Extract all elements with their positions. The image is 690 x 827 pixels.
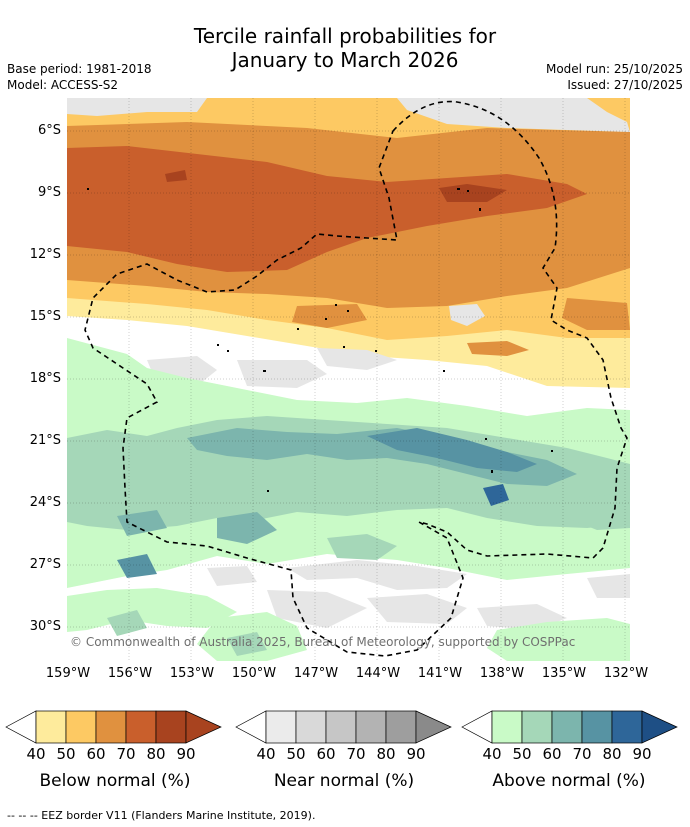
colorbar-tick: 60 (86, 745, 106, 763)
lon-label: 147°W (293, 666, 339, 681)
colorbar-swatch (265, 710, 297, 744)
islands (87, 188, 553, 492)
lat-label: 27°S (29, 557, 61, 572)
lat-label: 24°S (29, 495, 61, 510)
colorbar-above-normal (461, 710, 678, 744)
lon-label: 135°W (541, 666, 587, 681)
colorbar-tick: 70 (116, 745, 136, 763)
probability-map[interactable]: © Commonwealth of Australia 2025, Bureau… (67, 98, 630, 661)
colorbar-swatch (125, 710, 157, 744)
lon-label: 144°W (355, 666, 401, 681)
map-title-line2: January to March 2026 (231, 48, 459, 72)
lon-label: 150°W (231, 666, 277, 681)
colorbar-tick: 70 (346, 745, 366, 763)
colorbar-tick: 50 (286, 745, 306, 763)
eez-border (84, 100, 628, 657)
lat-label: 21°S (29, 433, 61, 448)
colorbar-swatch (155, 710, 187, 744)
colorbar-tick: 50 (56, 745, 76, 763)
colorbar-below-normal (5, 710, 222, 744)
colorbar-swatch (491, 710, 523, 744)
lat-label: 30°S (29, 619, 61, 634)
lat-label: 15°S (29, 309, 61, 324)
colorbar-swatch (611, 710, 643, 744)
colorbar-tick: 80 (602, 745, 622, 763)
model-name: Model: ACCESS-S2 (7, 78, 119, 92)
colorbar-tick: 60 (316, 745, 336, 763)
colorbar-swatch (95, 710, 127, 744)
colorbar-tick: 80 (146, 745, 166, 763)
colorbar-title-below: Below normal (%) (39, 771, 191, 791)
colorbar-swatch (385, 710, 417, 744)
colorbar-tick: 40 (256, 745, 276, 763)
model-run: Model run: 25/10/2025 (545, 62, 683, 76)
colorbar-tick: 40 (26, 745, 46, 763)
map-title-line1: Tercile rainfall probabilities for (193, 24, 497, 48)
colorbar-swatch (325, 710, 357, 744)
colorbar-tick: 40 (482, 745, 502, 763)
colorbar-swatch (581, 710, 613, 744)
colorbar-tick: 60 (542, 745, 562, 763)
colorbar-swatch (415, 710, 452, 744)
colorbar-title-near: Near normal (%) (273, 771, 415, 791)
colorbar-tick: 70 (572, 745, 592, 763)
colorbar-swatch (35, 710, 67, 744)
colorbar-swatch (295, 710, 327, 744)
colorbar-swatch (235, 710, 267, 744)
colorbar-tick: 90 (176, 745, 196, 763)
lon-label: 153°W (169, 666, 215, 681)
eez-legend-note: -- -- -- EEZ border V11 (Flanders Marine… (7, 809, 316, 822)
lon-label: 138°W (479, 666, 525, 681)
below-normal-region (67, 98, 630, 388)
colorbar-swatch (185, 710, 222, 744)
lon-label: 132°W (603, 666, 649, 681)
colorbar-swatch (521, 710, 553, 744)
lat-label: 18°S (29, 371, 61, 386)
colorbar-title-above: Above normal (%) (492, 771, 646, 791)
lon-label: 141°W (417, 666, 463, 681)
lon-label: 156°W (107, 666, 153, 681)
copyright-notice: © Commonwealth of Australia 2025, Bureau… (70, 635, 576, 649)
lon-label: 159°W (45, 666, 91, 681)
colorbar-tick: 80 (376, 745, 396, 763)
lat-label: 6°S (37, 123, 61, 138)
colorbar-tick: 90 (632, 745, 652, 763)
lat-label: 9°S (37, 185, 61, 200)
colorbar-tick: 90 (406, 745, 426, 763)
colorbar-swatch (551, 710, 583, 744)
issued-date: Issued: 27/10/2025 (567, 78, 683, 92)
colorbar-swatch (461, 710, 493, 744)
colorbar-swatch (65, 710, 97, 744)
colorbar-swatch (5, 710, 37, 744)
lat-label: 12°S (29, 247, 61, 262)
map-canvas (67, 98, 630, 661)
colorbar-near-normal (235, 710, 452, 744)
above-normal-region (67, 338, 630, 661)
colorbar-tick: 50 (512, 745, 532, 763)
colorbar-swatch (355, 710, 387, 744)
map-gridlines (67, 98, 630, 661)
colorbar-swatch (641, 710, 678, 744)
base-period: Base period: 1981-2018 (7, 62, 152, 76)
